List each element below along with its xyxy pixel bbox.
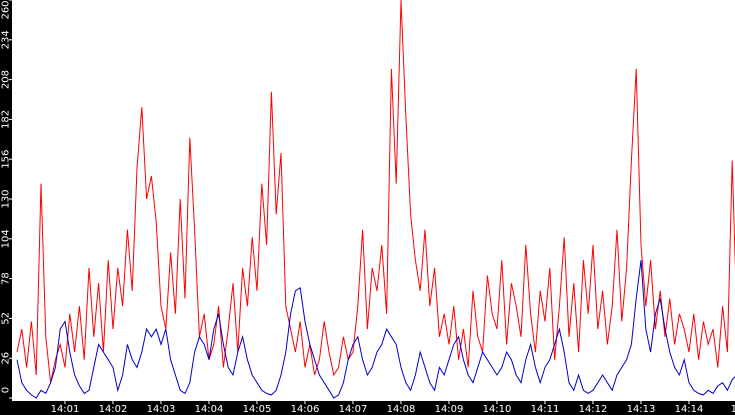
series-line xyxy=(16,260,735,399)
y-tick-label: 104 xyxy=(1,229,12,248)
x-tick-label: 14:08 xyxy=(387,404,416,415)
y-axis-strip xyxy=(0,0,12,415)
y-tick-label: 78 xyxy=(1,272,12,285)
x-tick-label: 14:13 xyxy=(627,404,656,415)
x-tick-label: 14:04 xyxy=(195,404,224,415)
y-tick-label: 260 xyxy=(1,0,12,19)
x-tick-label: 14 xyxy=(731,404,735,415)
y-tick-label: 130 xyxy=(1,189,12,208)
series-line xyxy=(16,0,735,383)
x-tick-label: 14:01 xyxy=(51,404,80,415)
y-tick-label: 208 xyxy=(1,70,12,89)
y-tick-label: 52 xyxy=(1,312,12,325)
y-tick-label: 156 xyxy=(1,150,12,169)
x-tick-label: 14:03 xyxy=(147,404,176,415)
y-tick-label: 234 xyxy=(1,30,12,49)
x-tick-label: 14:11 xyxy=(531,404,560,415)
x-tick-label: 14:14 xyxy=(675,404,704,415)
x-tick-label: 14:06 xyxy=(291,404,320,415)
x-tick-label: 14:05 xyxy=(243,404,272,415)
y-tick-label: 182 xyxy=(1,110,12,129)
x-tick-label: 14:09 xyxy=(435,404,464,415)
y-tick-label: 26 xyxy=(1,352,12,365)
x-tick-label: 14:07 xyxy=(339,404,368,415)
x-axis-strip xyxy=(0,401,735,415)
x-tick-label: 14:10 xyxy=(483,404,512,415)
x-tick-label: 14:12 xyxy=(579,404,608,415)
y-tick-label: 0 xyxy=(1,387,12,393)
x-tick-label: 14:02 xyxy=(99,404,128,415)
